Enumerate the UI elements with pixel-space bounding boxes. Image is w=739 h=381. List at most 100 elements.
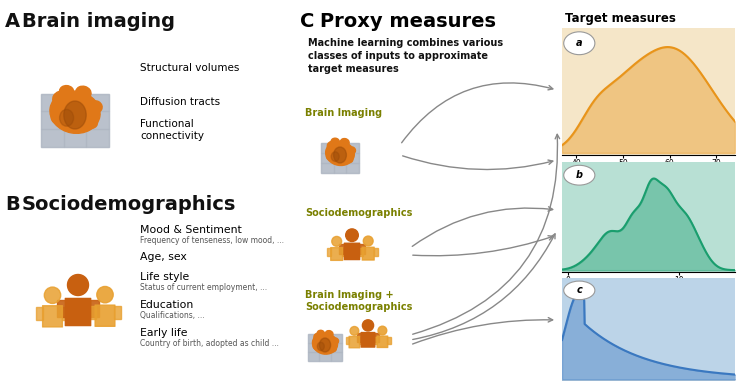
Ellipse shape (333, 147, 347, 163)
Bar (90, 300, 99, 317)
Text: Brain Imaging +
Sociodemographics: Brain Imaging + Sociodemographics (305, 290, 412, 312)
Bar (321, 143, 333, 153)
Ellipse shape (341, 139, 349, 146)
Ellipse shape (330, 347, 336, 352)
Text: c: c (576, 285, 582, 295)
Circle shape (564, 32, 595, 54)
Bar (64, 112, 86, 129)
Bar (86, 129, 109, 147)
Bar (330, 335, 342, 343)
Ellipse shape (319, 338, 330, 352)
X-axis label: Age (physical): Age (physical) (616, 170, 681, 179)
Bar (347, 143, 359, 153)
Bar (321, 163, 333, 173)
X-axis label: Fluid intelligence (test): Fluid intelligence (test) (596, 287, 701, 296)
Bar (321, 153, 333, 163)
Ellipse shape (326, 141, 354, 165)
FancyBboxPatch shape (344, 243, 360, 259)
Text: Brain imaging: Brain imaging (22, 12, 175, 31)
Ellipse shape (313, 333, 338, 354)
Bar (308, 343, 319, 352)
Bar (41, 129, 64, 147)
Bar (64, 129, 86, 147)
Bar (375, 333, 379, 342)
Bar (358, 248, 363, 256)
Bar (86, 112, 109, 129)
Bar (41, 94, 64, 112)
Bar (330, 352, 342, 361)
Text: Sociodemographics: Sociodemographics (305, 208, 412, 218)
Circle shape (364, 236, 373, 246)
Bar (308, 335, 342, 361)
Bar (359, 244, 364, 254)
Ellipse shape (50, 91, 100, 133)
Bar (346, 337, 350, 344)
Ellipse shape (60, 86, 74, 97)
Text: Age, sex: Age, sex (140, 252, 187, 262)
Ellipse shape (327, 141, 337, 149)
Ellipse shape (331, 138, 339, 145)
Ellipse shape (90, 101, 102, 112)
Text: Diffusion tracts: Diffusion tracts (140, 97, 220, 107)
Circle shape (350, 327, 358, 335)
Circle shape (564, 281, 595, 299)
Circle shape (564, 165, 595, 185)
Bar (333, 143, 347, 153)
Bar (319, 352, 330, 361)
Text: B: B (5, 195, 20, 214)
Ellipse shape (64, 101, 86, 129)
Bar (330, 343, 342, 352)
Text: Qualifications, ...: Qualifications, ... (140, 311, 205, 320)
Bar (86, 94, 109, 112)
FancyBboxPatch shape (377, 336, 388, 347)
Text: b: b (576, 170, 583, 180)
Text: C: C (300, 12, 314, 31)
FancyBboxPatch shape (349, 336, 360, 348)
Ellipse shape (317, 342, 324, 351)
Bar (327, 248, 331, 256)
Text: Brain Imaging: Brain Imaging (305, 108, 382, 118)
Ellipse shape (347, 157, 353, 163)
Circle shape (332, 237, 341, 246)
Bar (387, 337, 391, 344)
FancyBboxPatch shape (95, 305, 115, 326)
Bar (319, 335, 330, 343)
Bar (321, 143, 359, 173)
Text: A: A (5, 12, 20, 31)
Bar (89, 306, 95, 319)
Text: Status of current employment, ...: Status of current employment, ... (140, 283, 267, 292)
Ellipse shape (52, 91, 69, 106)
Bar (374, 337, 378, 344)
Ellipse shape (317, 330, 324, 336)
Bar (342, 248, 347, 256)
Text: Proxy measures: Proxy measures (320, 12, 496, 31)
FancyBboxPatch shape (65, 298, 91, 325)
Ellipse shape (331, 152, 339, 162)
Bar (41, 94, 109, 147)
Text: Target measures: Target measures (565, 12, 676, 25)
Bar (64, 94, 86, 112)
FancyBboxPatch shape (331, 248, 343, 260)
Bar (41, 112, 64, 129)
Ellipse shape (76, 86, 91, 99)
Bar (319, 343, 330, 352)
Bar (374, 248, 378, 256)
Text: Sociodemographics: Sociodemographics (22, 195, 236, 214)
Bar (36, 307, 43, 320)
Text: a: a (576, 38, 582, 48)
Text: Functional
connectivity: Functional connectivity (140, 119, 204, 141)
Bar (115, 306, 121, 319)
Bar (308, 352, 319, 361)
Ellipse shape (86, 118, 98, 128)
Ellipse shape (325, 331, 333, 337)
Ellipse shape (349, 147, 355, 154)
Circle shape (44, 287, 61, 303)
Circle shape (346, 229, 358, 242)
Bar (62, 307, 69, 320)
Ellipse shape (333, 338, 338, 344)
FancyBboxPatch shape (361, 333, 375, 347)
Circle shape (378, 326, 386, 335)
Ellipse shape (313, 343, 320, 350)
Bar (357, 333, 361, 342)
Bar (347, 153, 359, 163)
